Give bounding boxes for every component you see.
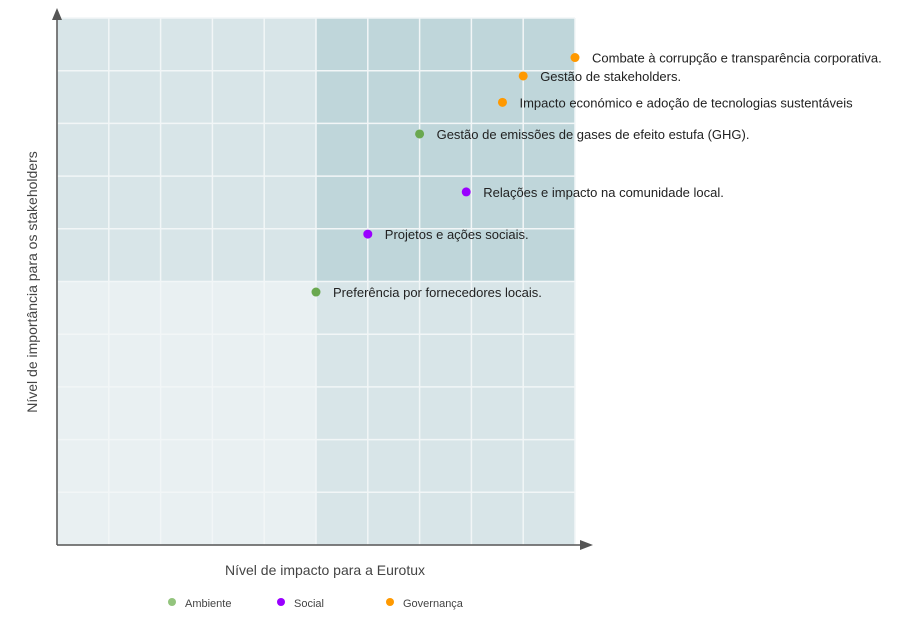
legend-label: Social <box>294 598 324 610</box>
legend: Ambiente Social Governança <box>168 598 464 610</box>
data-point <box>311 287 321 297</box>
quadrants <box>57 18 575 545</box>
legend-marker <box>386 598 394 606</box>
quadrant-top-left <box>57 18 316 282</box>
axes <box>52 8 593 550</box>
data-point <box>518 71 528 81</box>
data-point-label: Preferência por fornecedores locais. <box>333 285 542 300</box>
data-point-label: Relações e impacto na comunidade local. <box>483 185 724 200</box>
data-points: Gestão de emissões de gases de efeito es… <box>311 51 882 300</box>
quadrant-bottom-right <box>316 281 575 545</box>
data-point-label: Gestão de stakeholders. <box>540 69 681 84</box>
quadrant-top-right <box>316 18 575 282</box>
data-point <box>497 97 507 107</box>
legend-label: Ambiente <box>185 598 231 610</box>
quadrant-bottom-left <box>57 281 316 545</box>
data-point-label: Projetos e ações sociais. <box>385 227 529 242</box>
legend-marker <box>168 598 176 606</box>
x-axis-arrow-icon <box>580 540 593 550</box>
data-point-label: Impacto económico e adoção de tecnologia… <box>519 95 853 110</box>
data-point-label: Combate à corrupção e transparência corp… <box>592 51 882 66</box>
data-point-label: Gestão de emissões de gases de efeito es… <box>437 127 750 142</box>
data-point <box>363 229 373 239</box>
data-point <box>461 187 471 197</box>
y-axis-arrow-icon <box>52 8 62 20</box>
data-point <box>570 53 580 63</box>
x-axis-title: Nível de impacto para a Eurotux <box>225 562 425 578</box>
data-point <box>415 129 425 139</box>
y-axis-title: Nível de importância para os stakeholder… <box>24 151 40 412</box>
legend-marker <box>277 598 285 606</box>
legend-label: Governança <box>403 598 464 610</box>
